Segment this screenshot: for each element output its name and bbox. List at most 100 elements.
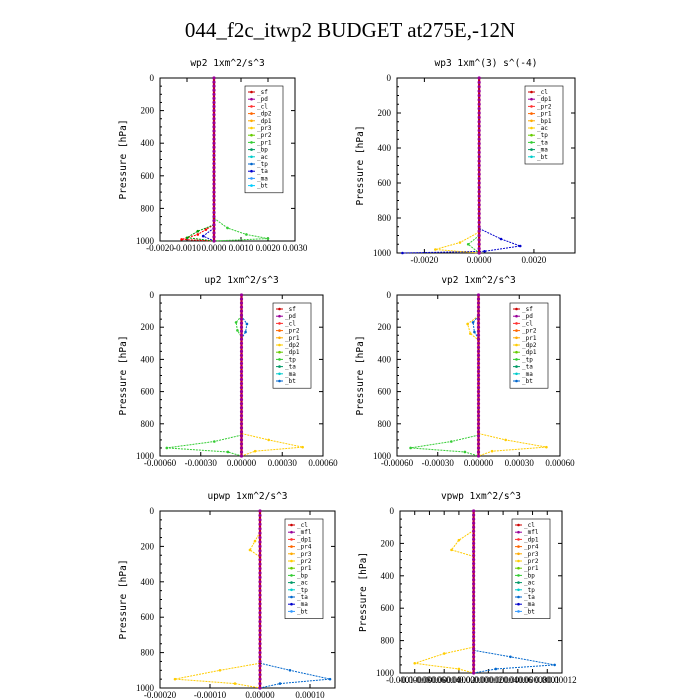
- profile-marker: [472, 582, 476, 586]
- legend-marker: [278, 372, 281, 376]
- series-point: [204, 228, 208, 231]
- profile-marker: [239, 446, 244, 450]
- profile-marker: [477, 102, 481, 106]
- x-tick-label: 0.00002: [474, 675, 503, 685]
- profile-marker: [472, 626, 476, 631]
- profile-marker: [472, 525, 476, 529]
- profile-marker: [476, 297, 481, 301]
- legend-marker: [515, 350, 518, 354]
- profile-marker: [476, 329, 481, 333]
- legend-label: _pr3: [257, 125, 272, 132]
- legend-label: _mfl: [524, 529, 539, 536]
- series-point: [218, 669, 222, 672]
- profile-marker: [476, 410, 481, 414]
- legend-label: _pr1: [522, 335, 537, 342]
- y-tick-label: 800: [378, 213, 392, 223]
- profile-marker: [239, 293, 244, 297]
- series-point: [253, 449, 257, 453]
- profile-marker: [258, 513, 262, 518]
- legend-label: _ma: [522, 371, 533, 378]
- x-tick-label: 0.0000: [467, 255, 492, 265]
- legend-marker: [290, 559, 293, 563]
- profile-marker: [212, 121, 216, 125]
- panel-title: vpwp 1xm^2/s^3: [441, 491, 521, 502]
- series-line: [435, 231, 480, 254]
- profile-marker: [239, 390, 244, 394]
- profile-marker: [212, 153, 216, 158]
- profile-marker: [212, 84, 216, 88]
- panel-1: wp2 1xm^2/s^3 Pressure [hPa] 0 200 400 600 800…: [118, 58, 308, 253]
- legend-marker: [515, 372, 518, 376]
- legend-label: _ma: [257, 175, 268, 182]
- profile-marker: [239, 422, 244, 426]
- legend-marker: [517, 610, 520, 613]
- profile-marker: [239, 313, 244, 317]
- series-point: [226, 226, 229, 230]
- legend-label: _cl: [257, 103, 268, 110]
- series-point: [483, 249, 486, 253]
- x-tick-label: -0.0020: [411, 255, 439, 265]
- y-tick-label: 800: [378, 419, 392, 429]
- legend-label: _bp: [524, 572, 535, 579]
- legend-label: _pr2: [297, 558, 312, 565]
- legend-marker: [290, 588, 293, 592]
- series-point: [213, 440, 216, 443]
- profile-marker: [258, 602, 262, 606]
- series-point: [434, 248, 437, 251]
- series-line: [478, 433, 547, 457]
- profile-marker: [239, 402, 244, 406]
- y-tick-label: 1000: [136, 683, 155, 693]
- series-line: [174, 662, 261, 689]
- profile-marker: [476, 345, 481, 349]
- series-point: [545, 445, 548, 449]
- series-point: [509, 655, 512, 659]
- profile-marker: [239, 398, 244, 402]
- legend-marker: [278, 350, 281, 354]
- legend-label: _pr1: [524, 565, 539, 572]
- legend-label: _ta: [524, 594, 535, 601]
- x-tick-label: -0.00004: [428, 675, 461, 685]
- profile-marker: [476, 426, 481, 430]
- profile-marker: [258, 620, 262, 624]
- profile-marker: [472, 667, 476, 671]
- y-tick-label: 400: [378, 143, 392, 153]
- series-point: [442, 652, 446, 655]
- profile-marker: [239, 438, 244, 442]
- x-tick-label: 0.00030: [505, 458, 535, 468]
- x-tick-label: 0.0000: [202, 243, 227, 253]
- legend-marker: [530, 105, 533, 108]
- series-point: [288, 669, 292, 672]
- profile-marker: [477, 115, 481, 119]
- y-tick-label: 400: [141, 354, 155, 364]
- legend-label: _bt: [285, 378, 296, 385]
- series-point: [499, 237, 503, 241]
- profile-marker: [476, 321, 481, 325]
- y-tick-label: 400: [381, 571, 395, 581]
- profile-marker: [476, 381, 481, 386]
- profile-marker: [258, 553, 262, 557]
- legend-marker: [278, 358, 281, 361]
- legend-marker: [530, 126, 533, 130]
- profile-marker: [476, 333, 481, 337]
- series-point: [301, 445, 304, 449]
- profile-marker: [258, 628, 262, 633]
- legend-label: _ac: [297, 580, 308, 587]
- series-point: [328, 677, 332, 681]
- y-axis-label: Pressure [hPa]: [118, 335, 129, 415]
- y-axis-label: Pressure [hPa]: [118, 559, 129, 639]
- profile-marker: [239, 325, 244, 329]
- legend-marker: [515, 358, 518, 361]
- x-tick-label: -0.00060: [144, 458, 177, 468]
- legend-label: _sf: [285, 306, 296, 313]
- profile-marker: [477, 190, 481, 194]
- legend-label: _ac: [524, 580, 535, 587]
- profile-marker: [472, 647, 476, 651]
- legend-marker: [250, 184, 253, 187]
- profile-marker: [258, 615, 262, 619]
- profile-marker: [477, 172, 481, 176]
- legend-label: _pr1: [537, 111, 552, 118]
- profile-marker: [212, 227, 216, 231]
- legend-marker: [290, 530, 293, 534]
- profile-marker: [212, 210, 216, 215]
- series-point: [473, 330, 476, 334]
